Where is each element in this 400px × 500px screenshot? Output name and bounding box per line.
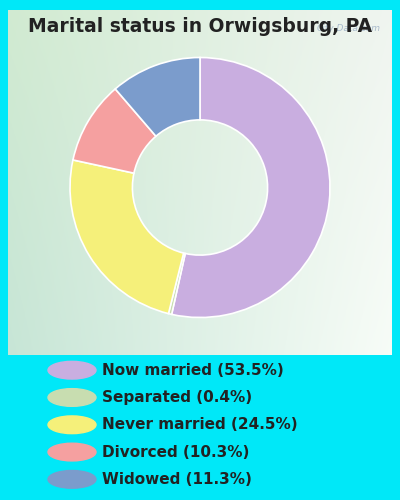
- Wedge shape: [73, 89, 156, 173]
- Wedge shape: [115, 58, 200, 136]
- Circle shape: [48, 416, 96, 434]
- Text: Now married (53.5%): Now married (53.5%): [102, 362, 284, 378]
- Wedge shape: [70, 160, 184, 314]
- Text: City-Data.com: City-Data.com: [316, 24, 380, 33]
- Circle shape: [48, 388, 96, 406]
- Circle shape: [48, 362, 96, 379]
- Text: Widowed (11.3%): Widowed (11.3%): [102, 472, 252, 487]
- Text: Separated (0.4%): Separated (0.4%): [102, 390, 252, 405]
- Text: Divorced (10.3%): Divorced (10.3%): [102, 444, 249, 460]
- Text: Marital status in Orwigsburg, PA: Marital status in Orwigsburg, PA: [28, 18, 372, 36]
- Wedge shape: [172, 58, 330, 318]
- Wedge shape: [168, 253, 185, 314]
- Text: Never married (24.5%): Never married (24.5%): [102, 418, 298, 432]
- Circle shape: [48, 443, 96, 461]
- Circle shape: [48, 470, 96, 488]
